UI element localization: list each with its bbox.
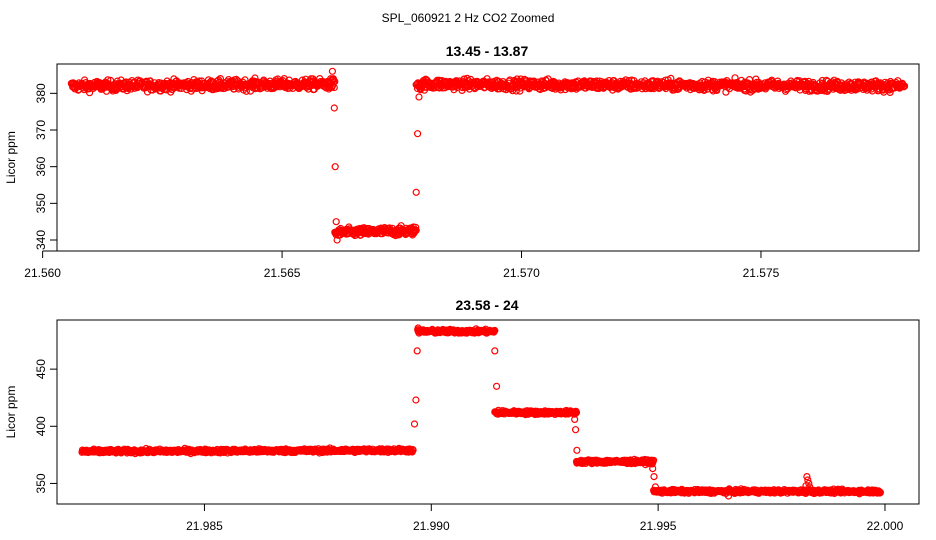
panel-top: 13.45 - 13.87 Licor ppm 21.560 21.565 21.5… <box>4 43 920 280</box>
panel-top-data-point <box>900 82 909 90</box>
panel-top-data-point <box>414 130 422 138</box>
panel-bottom-x-tick-label: 22.000 <box>867 519 904 533</box>
panel-bottom-data-point <box>649 465 657 473</box>
panel-bottom-title: 23.58 - 24 <box>455 297 518 313</box>
panel-top-data-point <box>85 89 94 97</box>
panel-top-x-tick-label: 21.570 <box>503 266 540 280</box>
panel-top-x-axis: 21.560 21.565 21.570 21.575 <box>24 250 780 280</box>
panel-top-y-tick-label: 350 <box>34 193 48 213</box>
panel-bottom-data-point <box>491 347 499 355</box>
panel-top-data-point <box>326 82 334 90</box>
panel-bottom: 23.58 - 24 Licor ppm 21.985 21.990 21.995 2… <box>4 297 920 533</box>
panel-bottom-y-tick-label: 450 <box>34 359 48 379</box>
panel-top-title: 13.45 - 13.87 <box>446 43 529 59</box>
panel-top-x-tick-label: 21.575 <box>743 266 780 280</box>
panel-top-data-point <box>709 87 717 95</box>
panel-top-x-tick-label: 21.565 <box>264 266 301 280</box>
panel-top-y-tick-label: 340 <box>34 230 48 250</box>
panel-top-data-point <box>332 218 340 226</box>
panel-bottom-data-point <box>409 446 417 454</box>
panel-top-data-point <box>412 223 420 231</box>
panel-bottom-data-point <box>493 382 501 390</box>
panel-top-y-axis-label: Licor ppm <box>4 131 18 184</box>
panel-bottom-data-point <box>573 446 581 454</box>
panel-bottom-data-point <box>876 488 885 496</box>
panel-top-data-point <box>412 226 420 234</box>
panel-bottom-x-tick-label: 21.995 <box>640 519 677 533</box>
panel-bottom-y-axis-label: Licor ppm <box>4 386 18 439</box>
panel-bottom-data-point <box>412 396 420 404</box>
panel-bottom-data-point <box>414 324 422 332</box>
panel-bottom-data-point <box>724 492 733 500</box>
panel-bottom-data-point <box>571 426 580 434</box>
panel-top-data-point <box>329 75 337 83</box>
panel-top-data-point <box>251 74 259 82</box>
panel-top-data-point <box>330 104 338 112</box>
panel-bottom-series <box>78 324 885 500</box>
panel-bottom-x-tick-label: 21.990 <box>413 519 450 533</box>
panel-bottom-data-point <box>806 483 814 491</box>
panel-top-data-point <box>415 93 423 101</box>
panel-top-data-point <box>328 67 336 75</box>
panel-top-x-tick-label: 21.560 <box>24 266 61 280</box>
panel-bottom-data-point <box>572 408 581 416</box>
panel-top-data-point <box>416 86 425 94</box>
panel-bottom-y-axis: 350 400 450 <box>34 359 58 493</box>
panel-top-series <box>67 67 909 244</box>
panel-top-data-point <box>331 163 339 171</box>
panel-bottom-data-point <box>494 406 502 414</box>
panel-bottom-x-tick-label: 21.985 <box>186 519 223 533</box>
panel-bottom-plot-frame <box>56 319 920 505</box>
panel-top-data-point <box>333 236 341 244</box>
panel-bottom-y-tick-label: 400 <box>34 416 48 436</box>
panel-top-y-tick-label: 380 <box>34 83 48 103</box>
panel-bottom-data-point <box>571 415 579 423</box>
panel-bottom-data-point <box>410 420 419 428</box>
panel-top-y-axis: 340 350 360 370 380 <box>34 83 58 250</box>
panel-bottom-data-point <box>413 347 421 355</box>
panel-bottom-data-point <box>651 483 660 491</box>
panel-top-data-point <box>412 188 420 196</box>
panel-bottom-data-point <box>802 482 810 490</box>
panel-bottom-data-point <box>649 456 658 464</box>
panel-bottom-y-tick-label: 350 <box>34 473 48 493</box>
panel-bottom-data-point <box>650 473 658 481</box>
panel-bottom-x-axis: 21.985 21.990 21.995 22.000 <box>186 503 904 533</box>
panel-top-y-tick-label: 370 <box>34 120 48 140</box>
figure-main-title: SPL_060921 2 Hz CO2 Zoomed <box>382 11 555 25</box>
panel-bottom-data-point <box>491 326 499 335</box>
panel-top-data-point <box>667 74 675 83</box>
panel-bottom-data-point <box>803 473 811 481</box>
panel-top-y-tick-label: 360 <box>34 156 48 176</box>
panel-top-data-point <box>216 74 224 83</box>
